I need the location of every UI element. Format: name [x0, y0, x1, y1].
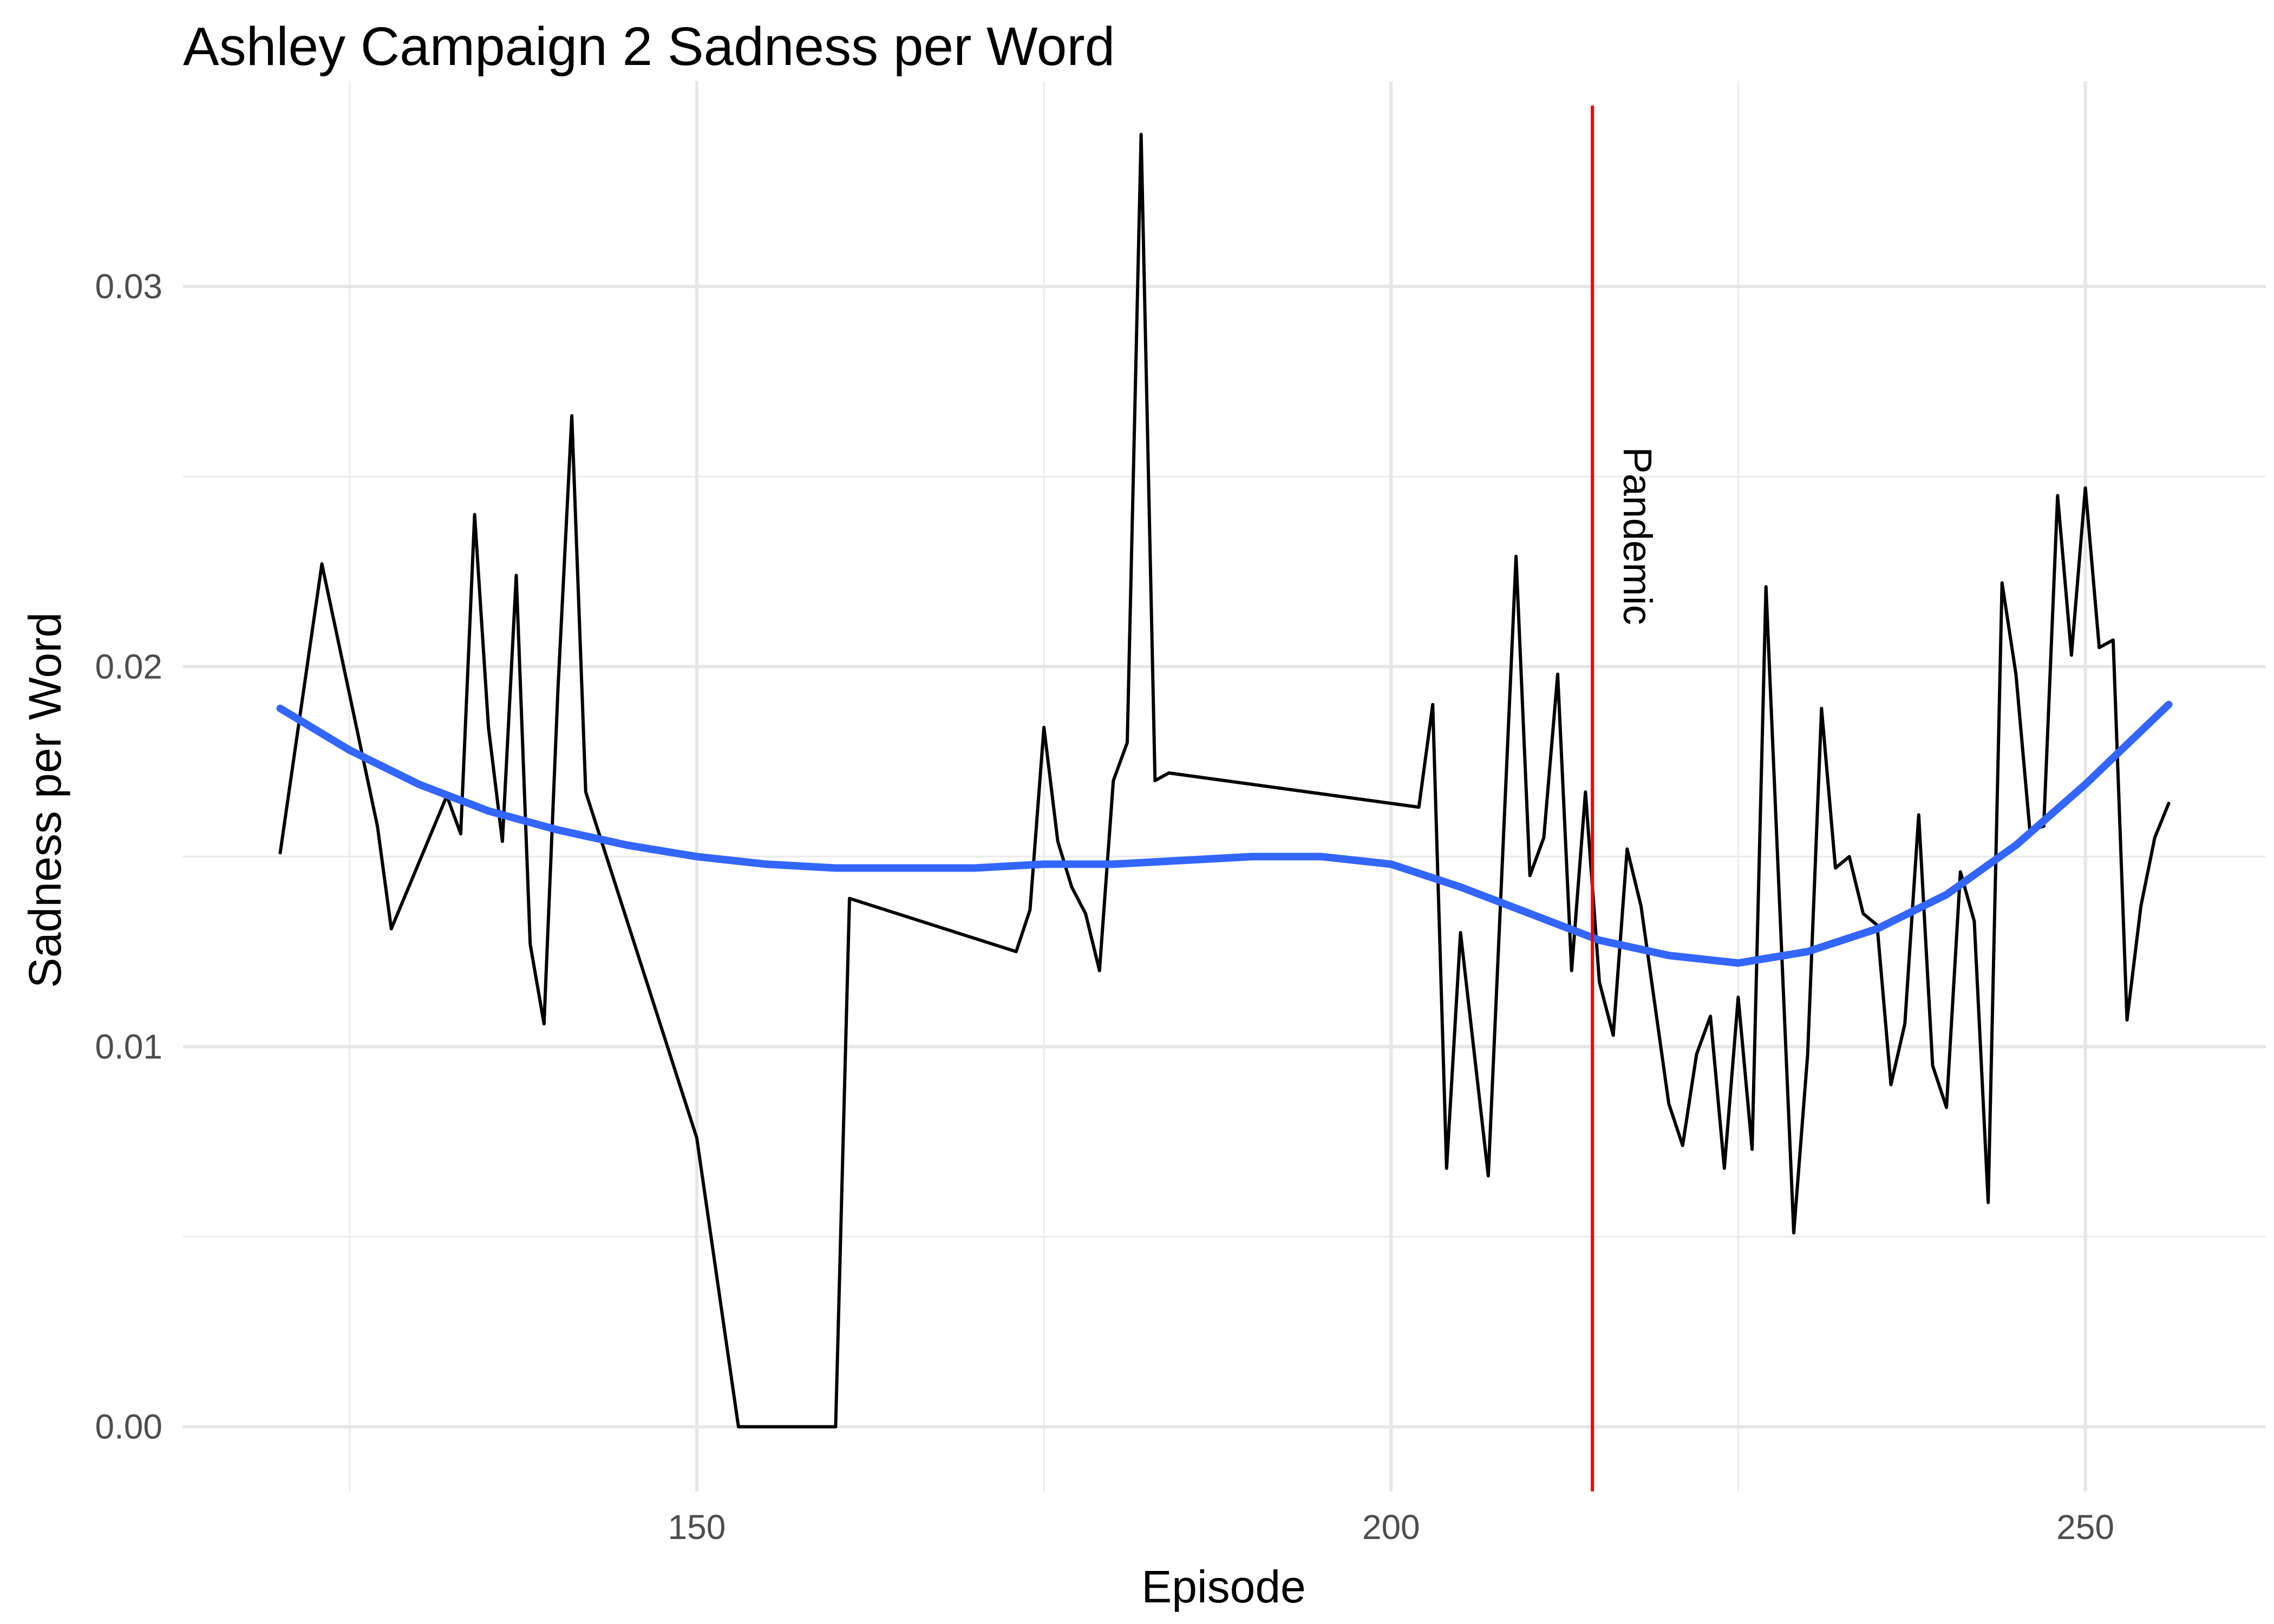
y-axis-label: Sadness per Word — [19, 612, 70, 988]
chart-title: Ashley Campaign 2 Sadness per Word — [183, 16, 1115, 77]
x-axis-label: Episode — [1141, 1561, 1306, 1612]
pandemic-label: Pandemic — [1615, 447, 1660, 625]
y-tick-labels: 0.00 0.01 0.02 0.03 — [95, 267, 162, 1446]
y-tick-label: 0.03 — [95, 267, 162, 306]
x-tick-label: 200 — [1362, 1508, 1420, 1547]
y-tick-label: 0.01 — [95, 1027, 162, 1066]
series-layer — [276, 133, 2173, 1429]
y-tick-label: 0.02 — [95, 647, 162, 686]
annotation-layer: Pandemic — [1591, 106, 1660, 1491]
x-tick-label: 250 — [2056, 1508, 2114, 1547]
trend-smooth-line — [276, 700, 2173, 967]
sadness-series-line — [278, 133, 2171, 1429]
x-tick-label: 150 — [668, 1508, 726, 1547]
x-tick-labels: 150 200 250 — [668, 1508, 2114, 1547]
y-tick-label: 0.00 — [95, 1407, 162, 1446]
